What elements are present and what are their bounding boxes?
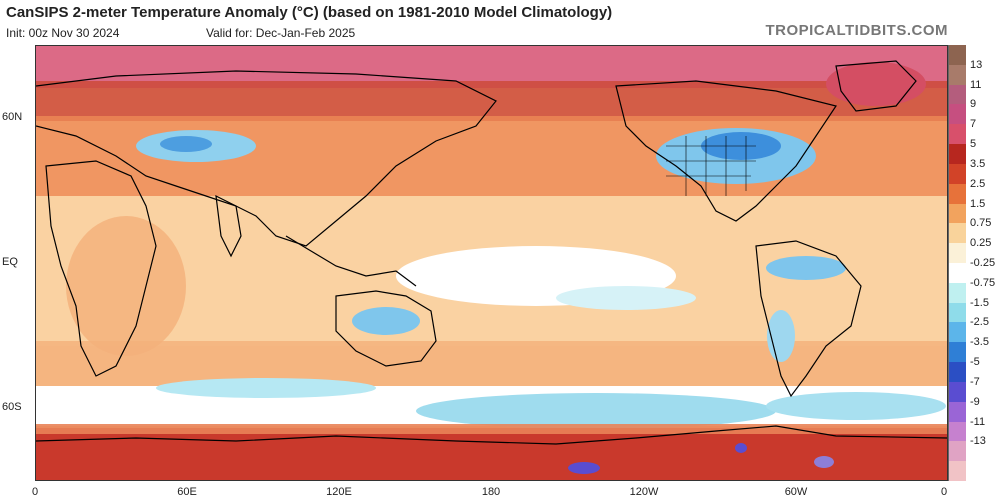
colorbar-swatch xyxy=(948,124,966,145)
colorbar-label: 5 xyxy=(970,138,977,151)
chart-title: CanSIPS 2-meter Temperature Anomaly (°C)… xyxy=(6,4,613,21)
colorbar-swatch xyxy=(948,64,966,86)
valid-period: Valid for: Dec-Jan-Feb 2025 xyxy=(206,26,356,40)
south-america-cold xyxy=(766,256,846,280)
colorbar-swatch xyxy=(948,421,966,442)
anomaly-map xyxy=(35,45,948,481)
colorbar-swatch xyxy=(948,401,966,423)
colorbar-label: -1.5 xyxy=(970,296,989,309)
greenland-warm xyxy=(826,62,926,106)
southern-ocean-cool-2 xyxy=(156,378,376,398)
colorbar-label: 0.25 xyxy=(970,237,992,250)
us-state-grid xyxy=(666,136,756,196)
lon-label-0-right: 0 xyxy=(940,486,948,498)
colorbar-label: 0.75 xyxy=(970,217,992,230)
antarctic-cold-spot-1 xyxy=(568,462,600,474)
australia-cold xyxy=(352,307,420,335)
colorbar-label: -13 xyxy=(970,435,986,448)
colorbar-label: -7 xyxy=(970,375,980,388)
north-america-outline xyxy=(615,80,837,222)
colorbar-label: 7 xyxy=(970,118,977,131)
antarctic-band xyxy=(36,428,947,480)
colorbar-swatch xyxy=(948,441,966,462)
asia-cold-core xyxy=(160,136,212,152)
lon-label-180: 180 xyxy=(481,486,501,498)
colorbar-label: 13 xyxy=(970,58,983,71)
colorbar-swatch xyxy=(948,163,966,185)
colorbar-label: -5 xyxy=(970,356,980,369)
greenland-outline xyxy=(835,60,917,112)
colorbar-label: 9 xyxy=(970,98,977,111)
colorbar-swatch xyxy=(948,342,966,363)
lon-label-0-left: 0 xyxy=(31,486,39,498)
arctic-red-band xyxy=(36,81,947,121)
colorbar-swatch xyxy=(948,45,966,66)
colorbar-label: -3.5 xyxy=(970,336,989,349)
antarctic-cold-spot-2 xyxy=(814,456,834,468)
lat-label-60n: 60N xyxy=(2,111,23,123)
colorbar-label: -0.75 xyxy=(970,276,996,289)
colorbar-swatch xyxy=(948,362,966,383)
colorbar-swatch xyxy=(948,302,966,323)
colorbar-swatch xyxy=(948,183,966,205)
antarctica-outline xyxy=(36,425,947,445)
brand-watermark: TROPICALTIDBITS.COM xyxy=(765,22,948,39)
southern-ocean-cool-1 xyxy=(416,393,776,429)
colorbar-label: -11 xyxy=(970,415,986,428)
australia-outline xyxy=(335,290,437,367)
colorbar-swatch xyxy=(948,243,966,264)
africa-warm xyxy=(66,216,186,356)
colorbar-label: -0.25 xyxy=(970,257,996,269)
colorbar-label: -2.5 xyxy=(970,316,989,329)
south-america-outline xyxy=(755,240,862,398)
colorbar-swatch xyxy=(948,381,966,403)
southeast-asia-outline xyxy=(285,235,417,287)
equatorial-pacific-cool xyxy=(556,286,696,310)
eurasia-outline xyxy=(36,70,497,247)
africa-outline xyxy=(45,160,157,377)
colorbar-swatch xyxy=(948,144,966,165)
colorbar-swatch xyxy=(948,263,966,284)
colorbar-label: 3.5 xyxy=(970,157,986,170)
init-time: Init: 00z Nov 30 2024 xyxy=(6,26,120,40)
colorbar-swatch xyxy=(948,282,966,304)
lon-label-120e: 120E xyxy=(326,486,352,498)
antarctic-cold-spot-3 xyxy=(735,443,747,453)
southern-ocean-cool-3 xyxy=(766,392,946,420)
lat-label-eq: EQ xyxy=(2,256,18,268)
colorbar-label: 2.5 xyxy=(970,177,986,190)
coastlines xyxy=(36,60,947,445)
antarctic-margin xyxy=(36,424,947,434)
lon-label-60w: 60W xyxy=(784,486,808,498)
colorbar-label: 11 xyxy=(970,78,982,91)
colorbar xyxy=(948,45,966,482)
colorbar-label: -9 xyxy=(970,395,980,408)
colorbar-swatch xyxy=(948,203,966,224)
colorbar-swatch xyxy=(948,223,966,244)
colorbar-label: 1.5 xyxy=(970,197,986,210)
colorbar-swatch xyxy=(948,322,966,343)
lon-label-60e: 60E xyxy=(177,486,197,498)
colorbar-swatch xyxy=(948,461,966,482)
lat-label-60s: 60S xyxy=(2,401,22,413)
lon-label-120w: 120W xyxy=(629,486,659,498)
india-outline xyxy=(215,194,242,258)
colorbar-swatch xyxy=(948,104,966,125)
colorbar-swatch xyxy=(948,84,966,105)
